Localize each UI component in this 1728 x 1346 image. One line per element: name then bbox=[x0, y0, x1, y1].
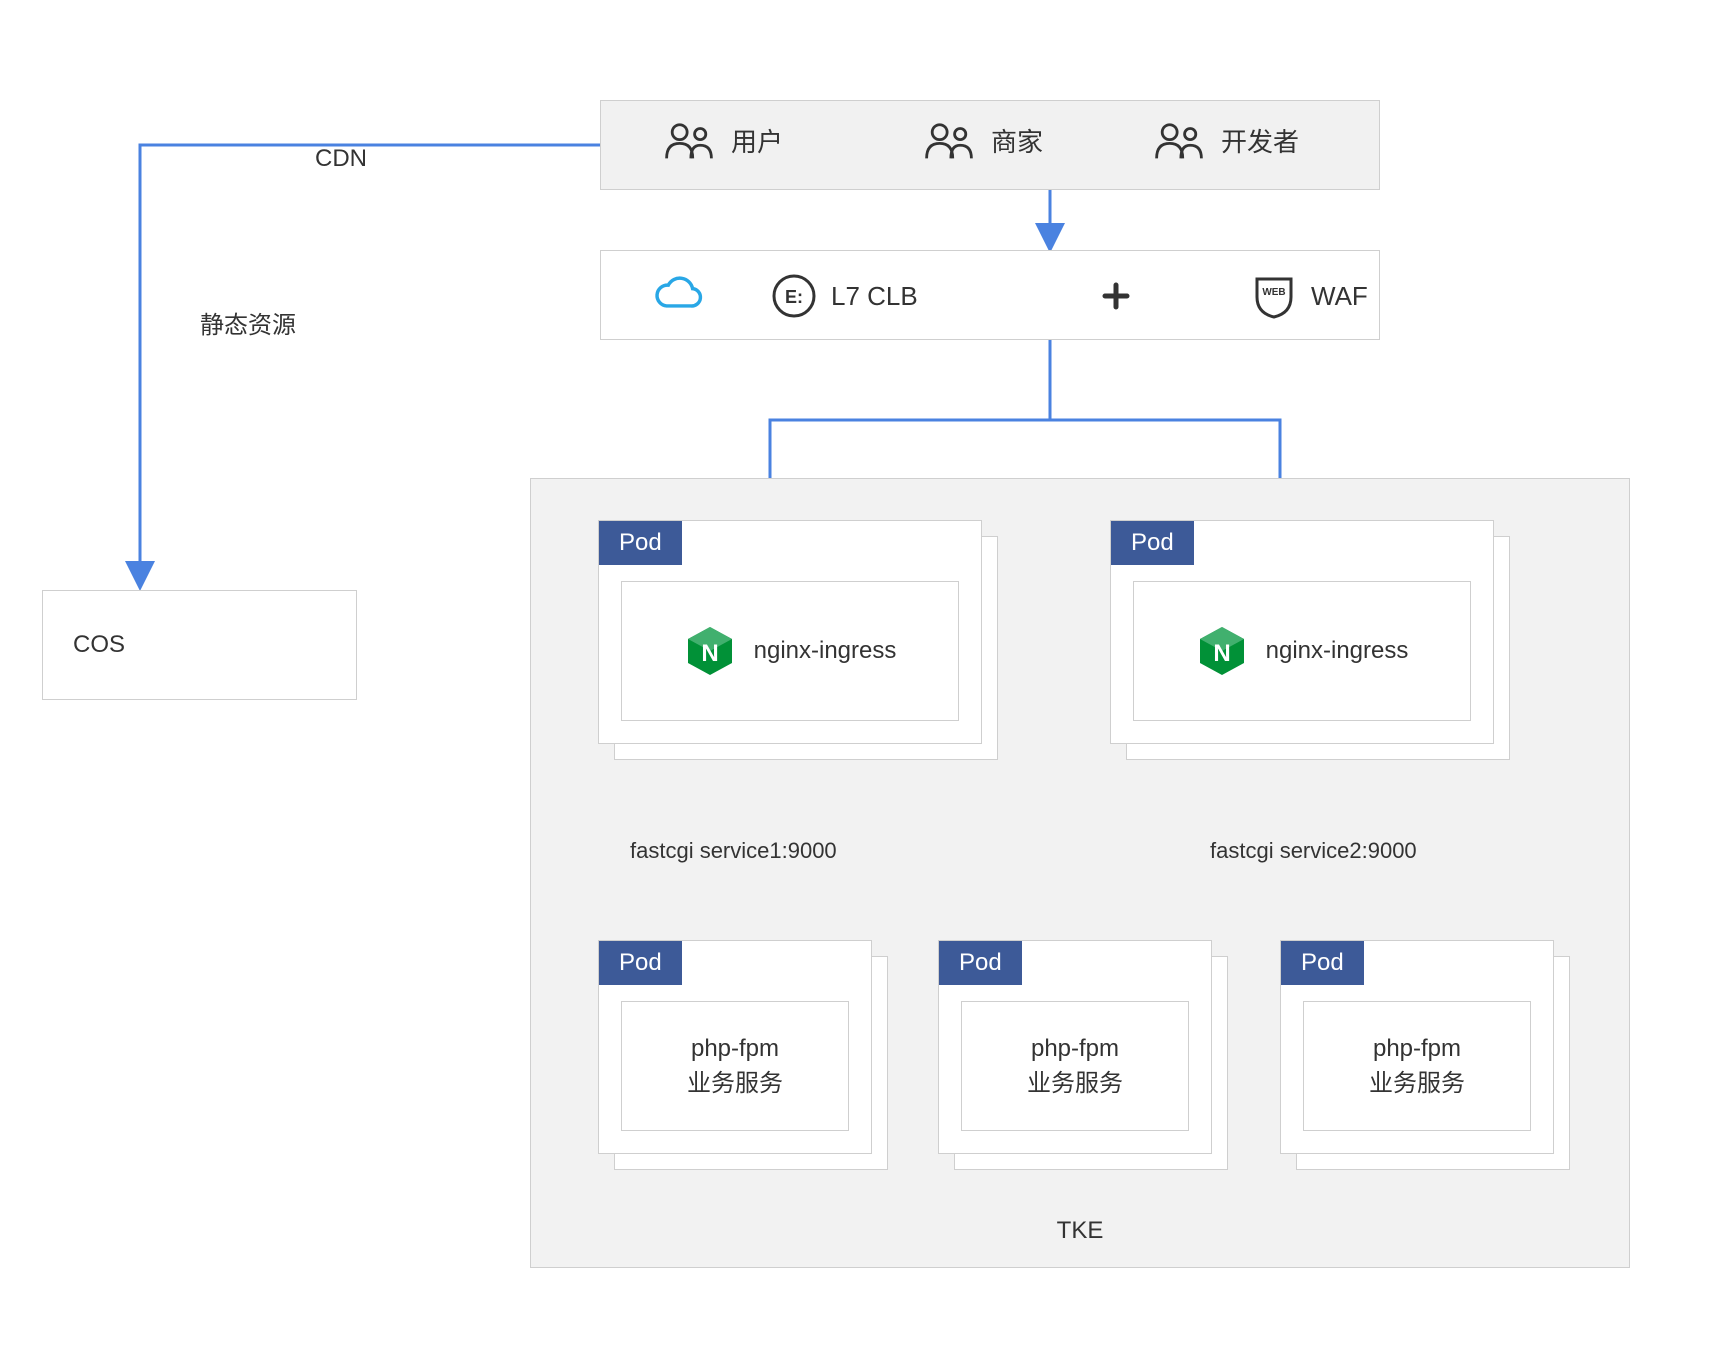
header-actor-label: 用户 bbox=[731, 122, 783, 159]
header-actor-label: 商家 bbox=[991, 122, 1043, 159]
static-resources-label: 静态资源 bbox=[200, 305, 296, 340]
pod-header-label: Pod bbox=[599, 941, 682, 985]
pod-stack-fpm-0: Pod php-fpm 业务服务 bbox=[598, 940, 888, 1170]
pod-header-label: Pod bbox=[599, 521, 682, 565]
l7-clb: E: L7 CLB bbox=[771, 273, 918, 319]
php-fpm-line2: 业务服务 bbox=[1369, 1063, 1465, 1098]
cos-label: COS bbox=[43, 591, 356, 699]
clb-icon: E: bbox=[771, 273, 817, 319]
pod-front-card: Pod php-fpm 业务服务 bbox=[1280, 940, 1554, 1154]
pod-stack-fpm-1: Pod php-fpm 业务服务 bbox=[938, 940, 1228, 1170]
svg-text:N: N bbox=[1213, 640, 1230, 667]
php-fpm-line1: php-fpm bbox=[1031, 1035, 1119, 1063]
pod-front-card: Pod N nginx-ingress bbox=[598, 520, 982, 744]
pod-inner-box: php-fpm 业务服务 bbox=[621, 1001, 849, 1131]
pod-inner-box: php-fpm 业务服务 bbox=[1303, 1001, 1531, 1131]
pod-inner-box: N nginx-ingress bbox=[621, 581, 959, 721]
users-icon bbox=[661, 121, 717, 160]
php-fpm-line2: 业务服务 bbox=[1027, 1063, 1123, 1098]
l7-clb-label: L7 CLB bbox=[831, 281, 918, 312]
pod-header-label: Pod bbox=[1281, 941, 1364, 985]
users-icon bbox=[921, 121, 977, 160]
svg-text:N: N bbox=[701, 640, 718, 667]
waf-icon: WEB bbox=[1251, 273, 1297, 319]
waf: WEB WAF bbox=[1251, 273, 1368, 319]
pod-stack-ingress-0: Pod N nginx-ingress bbox=[598, 520, 998, 760]
php-fpm-line1: php-fpm bbox=[691, 1035, 779, 1063]
fastcgi-label-0: fastcgi service1:9000 bbox=[630, 838, 837, 864]
pod-front-card: Pod N nginx-ingress bbox=[1110, 520, 1494, 744]
header-actor-0: 用户 bbox=[661, 121, 783, 160]
nginx-ingress-label: nginx-ingress bbox=[1266, 637, 1409, 665]
pod-stack-ingress-1: Pod N nginx-ingress bbox=[1110, 520, 1510, 760]
cdn-label: CDN bbox=[315, 145, 367, 173]
pod-header-label: Pod bbox=[939, 941, 1022, 985]
nginx-icon: N bbox=[684, 625, 736, 677]
cos-box: COS bbox=[42, 590, 357, 700]
pod-front-card: Pod php-fpm 业务服务 bbox=[598, 940, 872, 1154]
nginx-ingress-label: nginx-ingress bbox=[754, 637, 897, 665]
pod-header-label: Pod bbox=[1111, 521, 1194, 565]
cloud-icon-wrap bbox=[651, 273, 703, 312]
plus-separator bbox=[1101, 281, 1131, 311]
l7-waf-box: E: L7 CLB WEB WAF bbox=[600, 250, 1380, 340]
svg-text:WEB: WEB bbox=[1262, 287, 1285, 298]
pod-stack-fpm-2: Pod php-fpm 业务服务 bbox=[1280, 940, 1570, 1170]
users-header-box: 用户 商家 开发者 bbox=[600, 100, 1380, 190]
plus-icon bbox=[1101, 281, 1131, 311]
nginx-icon: N bbox=[1196, 625, 1248, 677]
pod-inner-box: N nginx-ingress bbox=[1133, 581, 1471, 721]
users-icon bbox=[1151, 121, 1207, 160]
header-actor-2: 开发者 bbox=[1151, 121, 1299, 160]
header-actor-1: 商家 bbox=[921, 121, 1043, 160]
pod-front-card: Pod php-fpm 业务服务 bbox=[938, 940, 1212, 1154]
tke-label: TKE bbox=[1057, 1217, 1104, 1245]
php-fpm-line1: php-fpm bbox=[1373, 1035, 1461, 1063]
cloud-icon bbox=[651, 273, 703, 312]
pod-inner-box: php-fpm 业务服务 bbox=[961, 1001, 1189, 1131]
svg-text:E:: E: bbox=[785, 287, 803, 307]
waf-label: WAF bbox=[1311, 281, 1368, 312]
fastcgi-label-1: fastcgi service2:9000 bbox=[1210, 838, 1417, 864]
php-fpm-line2: 业务服务 bbox=[687, 1063, 783, 1098]
header-actor-label: 开发者 bbox=[1221, 122, 1299, 159]
